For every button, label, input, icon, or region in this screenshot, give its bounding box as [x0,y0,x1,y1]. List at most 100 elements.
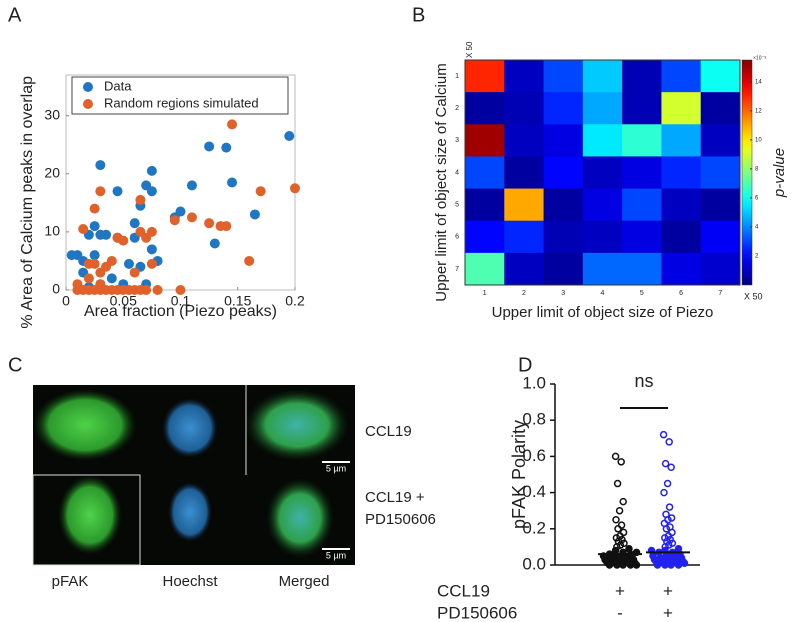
heatmap-cell [465,252,505,286]
panel-label: C [8,354,22,376]
data-point [616,541,625,549]
y-tick-label: 2 [455,105,459,112]
data-point [89,258,100,269]
column-label: Hoechst [162,573,218,590]
x-tick-label: 2 [522,290,526,297]
panel-label: A [8,4,22,26]
column-label: pFAK [52,573,89,590]
data-point [129,267,140,278]
data-point [123,258,134,269]
data-point [89,250,100,261]
condition-value: + [663,581,673,600]
row-label: PD150606 [365,511,436,528]
micrographs: 5 µm 5 µm pFAK Hoechst Merged CCL19 CCL1… [32,385,436,590]
data-point [611,452,620,461]
data-point [667,463,675,472]
row-label: CCL19 [365,423,412,440]
heatmap-cell [504,220,545,254]
y-tick-label: 7 [455,266,459,273]
heatmap-cell [543,60,584,93]
data-point [95,279,106,290]
data-point [66,250,77,261]
condition-label: PD150606 [437,603,517,622]
heatmap-cell [504,92,545,125]
heatmap-cell [582,252,623,286]
x-axis-label: Area fraction (Piezo peaks) [84,303,277,320]
y-tick-label: 0 [52,281,60,297]
y-tick-label: 20 [44,164,60,180]
data-point [204,141,215,152]
cell [58,475,122,555]
heatmap-cell [700,252,741,286]
data-point [612,516,620,524]
data-point [605,561,614,569]
scale-bar-label: 5 µm [326,463,346,473]
y-tick-label: 3 [455,137,459,144]
y-tick-label: 5 [455,201,459,208]
data-point [95,186,106,197]
heatmap-cell [700,60,741,93]
data-point [209,238,220,249]
data-point [89,203,100,214]
data-point [674,561,683,569]
y-tick-label: 0.4 [522,482,546,501]
heatmap-cell [504,252,545,286]
data-point [146,244,157,255]
data-point [215,221,226,232]
heatmap-cell [504,188,545,222]
data-point [101,229,112,240]
data-point [112,232,123,243]
y-tick-label: 0.2 [522,518,546,537]
data-point [661,459,670,468]
data-point [169,215,180,226]
panel-label: B [412,4,425,26]
data-point [141,285,152,295]
data-point [186,212,197,223]
data-point [613,561,621,569]
data-point [95,160,106,171]
data-point [668,528,676,537]
data-point [78,223,89,234]
heatmap-cell [504,124,545,157]
condition-value: + [615,581,625,600]
heatmap-cell [465,60,505,93]
panel-label: D [518,354,532,376]
heatmap-cell [543,124,584,157]
x-tick-label: 7 [718,290,722,297]
data-point [83,273,94,284]
y-tick-label: 10 [44,223,60,239]
condition-value: - [617,603,623,622]
heatmap-cell [582,156,623,190]
data-point [227,119,238,130]
data-point [620,539,628,548]
scale-bar-label: 5 µm [326,550,346,560]
x-tick-label: 0.2 [285,293,305,309]
data-point [663,479,672,488]
heatmap-cell [543,156,584,190]
colorbar-tick-label: 8 [755,166,759,172]
heatmap-cell [504,60,545,93]
heatmap-cell [504,156,545,190]
data-point [668,539,677,548]
multiplier-label: X 50 [744,291,763,301]
y-tick-label: 30 [44,106,60,122]
data-point [619,528,628,537]
colorbar-scale-label: ×10⁻³ [753,55,766,61]
data-point [615,506,624,515]
heatmap-cell [582,92,623,125]
heatmap-cell [582,220,623,254]
colorbar-tick-label: 12 [755,108,762,114]
heatmap-cell [465,92,505,125]
data-point [146,186,157,197]
data-point [619,561,627,569]
y-tick-label: 1.0 [522,373,546,392]
data-point [290,183,300,194]
data-point [680,559,689,567]
image-border [32,474,141,566]
data-point [146,165,157,176]
heatmap-cell [622,188,662,222]
heatmap-cell [465,156,505,190]
data-point [617,458,625,466]
multiplier-label: X 50 [465,41,474,58]
